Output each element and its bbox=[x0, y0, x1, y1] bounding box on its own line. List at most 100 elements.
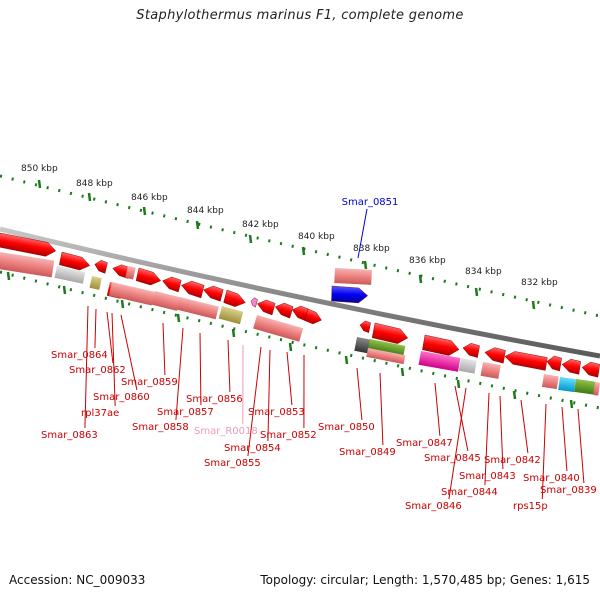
leader-line bbox=[199, 332, 202, 406]
ruler-tick bbox=[120, 299, 125, 309]
ruler-tick bbox=[418, 274, 423, 284]
ruler-tick-label: 832 kbp bbox=[521, 278, 558, 288]
gene-labels: Smar_0851 Smar_0864 Smar_0862 Smar_0860 rpl3… bbox=[41, 197, 597, 512]
gene-label: Smar_0860 bbox=[93, 392, 150, 403]
inner-ruler bbox=[0, 270, 600, 410]
gene-arrow bbox=[135, 267, 162, 286]
ruler-tick-label: 846 kbp bbox=[131, 193, 168, 203]
gene-label: Smar_0844 bbox=[441, 487, 498, 498]
leader-line bbox=[227, 339, 231, 393]
ruler-ticks bbox=[6, 179, 574, 409]
ruler-tick-label: 842 kbp bbox=[242, 220, 279, 230]
gene-label: Smar_0847 bbox=[396, 438, 453, 449]
ruler-tick bbox=[37, 179, 42, 189]
leader-line bbox=[162, 322, 166, 376]
gene-arrow bbox=[223, 289, 246, 307]
gene-block bbox=[0, 252, 55, 278]
gene-arrow bbox=[203, 285, 224, 302]
gene-block bbox=[354, 336, 371, 354]
ruler-tick bbox=[248, 234, 253, 244]
gene-block bbox=[558, 376, 576, 393]
gene-label: Smar_0855 bbox=[204, 458, 261, 469]
leader-line bbox=[484, 392, 490, 486]
gene-label: Smar_0846 bbox=[405, 501, 462, 512]
gene-label: Smar_0863 bbox=[41, 430, 98, 441]
outer-ruler bbox=[0, 174, 600, 318]
gene-block bbox=[151, 291, 181, 311]
gene-label: Smar_0856 bbox=[186, 394, 243, 405]
gene-block bbox=[593, 382, 600, 396]
gene-block bbox=[458, 357, 477, 374]
ruler-tick bbox=[176, 313, 181, 323]
gene-label: Smar_0854 bbox=[224, 443, 281, 454]
ruler-tick bbox=[87, 192, 92, 202]
leader-line bbox=[541, 403, 547, 500]
gene-label: Smar_0857 bbox=[157, 407, 214, 418]
leader-line bbox=[286, 351, 293, 406]
leader-line bbox=[247, 346, 262, 457]
gene-label: Smar_0853 bbox=[248, 407, 305, 418]
leader-line bbox=[434, 382, 441, 437]
gene-label: Smar_0858 bbox=[132, 422, 189, 433]
gene-arrow bbox=[250, 297, 258, 308]
gene-block bbox=[480, 362, 501, 379]
gene-arrow bbox=[162, 276, 182, 293]
ruler-tick bbox=[301, 246, 306, 256]
gene-arrow bbox=[304, 308, 322, 325]
label-leader-lines bbox=[84, 208, 585, 500]
gene-block bbox=[366, 348, 406, 365]
gene-label: rps15p bbox=[513, 501, 548, 512]
gene-arrow bbox=[504, 351, 548, 371]
gene-block bbox=[574, 379, 596, 395]
gene-label: Smar_0839 bbox=[540, 485, 597, 496]
gene-arrow bbox=[359, 320, 371, 333]
gene-label: Smar_0864 bbox=[51, 350, 108, 361]
gene-block bbox=[125, 266, 136, 280]
ruler-tick-labels: 850 kbp 848 kbp 846 kbp 844 kbp 842 kbp 840 k… bbox=[21, 164, 558, 288]
gene-arrow bbox=[275, 302, 294, 319]
gene-arrow bbox=[484, 347, 506, 364]
genome-backbone bbox=[0, 226, 600, 359]
gene-label-highlight: Smar_0851 bbox=[342, 197, 399, 208]
gene-arrow bbox=[462, 343, 480, 358]
leader-line bbox=[561, 406, 568, 472]
gene-arrow bbox=[181, 280, 205, 299]
leader-line bbox=[106, 311, 114, 364]
ruler-tick-label: 838 kbp bbox=[353, 244, 390, 254]
ruler-tick bbox=[363, 260, 368, 270]
gene-arrow bbox=[581, 361, 600, 378]
gene-block bbox=[54, 266, 86, 284]
ruler-tick bbox=[456, 379, 461, 389]
gene-features[interactable] bbox=[0, 232, 600, 396]
map-title: Staphylothermus marinus F1, complete gen… bbox=[136, 8, 464, 23]
ruler-tick-label: 840 kbp bbox=[298, 232, 335, 242]
ruler-tick bbox=[142, 206, 147, 216]
gene-label: Smar_0859 bbox=[121, 377, 178, 388]
gene-label: Smar_0840 bbox=[523, 473, 580, 484]
leader-line bbox=[379, 372, 384, 446]
gene-block bbox=[418, 351, 461, 372]
accession-text: Accession: NC_009033 bbox=[9, 573, 146, 587]
gene-arrow bbox=[422, 334, 460, 356]
gene-arrow bbox=[331, 285, 368, 304]
gene-label: Smar_0852 bbox=[260, 430, 317, 441]
genome-summary-text: Topology: circular; Length: 1,570,485 bp… bbox=[260, 573, 590, 587]
gene-arrow bbox=[59, 251, 91, 271]
leader-line bbox=[499, 395, 504, 470]
ruler-tick-label: 850 kbp bbox=[21, 164, 58, 174]
ruler-tick bbox=[231, 328, 236, 338]
ruler-tick-label: 836 kbp bbox=[409, 256, 446, 266]
leader-line bbox=[454, 385, 469, 452]
gene-arrow bbox=[546, 355, 562, 372]
ruler-tick bbox=[400, 367, 405, 377]
ruler-tick bbox=[569, 399, 574, 409]
gene-label: Smar_0845 bbox=[424, 453, 481, 464]
leader-line bbox=[111, 312, 116, 407]
gene-arrow bbox=[94, 259, 108, 274]
leader-line bbox=[120, 314, 138, 391]
leader-line bbox=[175, 327, 184, 421]
gene-arrow bbox=[0, 232, 57, 257]
ruler-tick-label: 844 kbp bbox=[187, 206, 224, 216]
ruler-tick bbox=[195, 220, 200, 230]
